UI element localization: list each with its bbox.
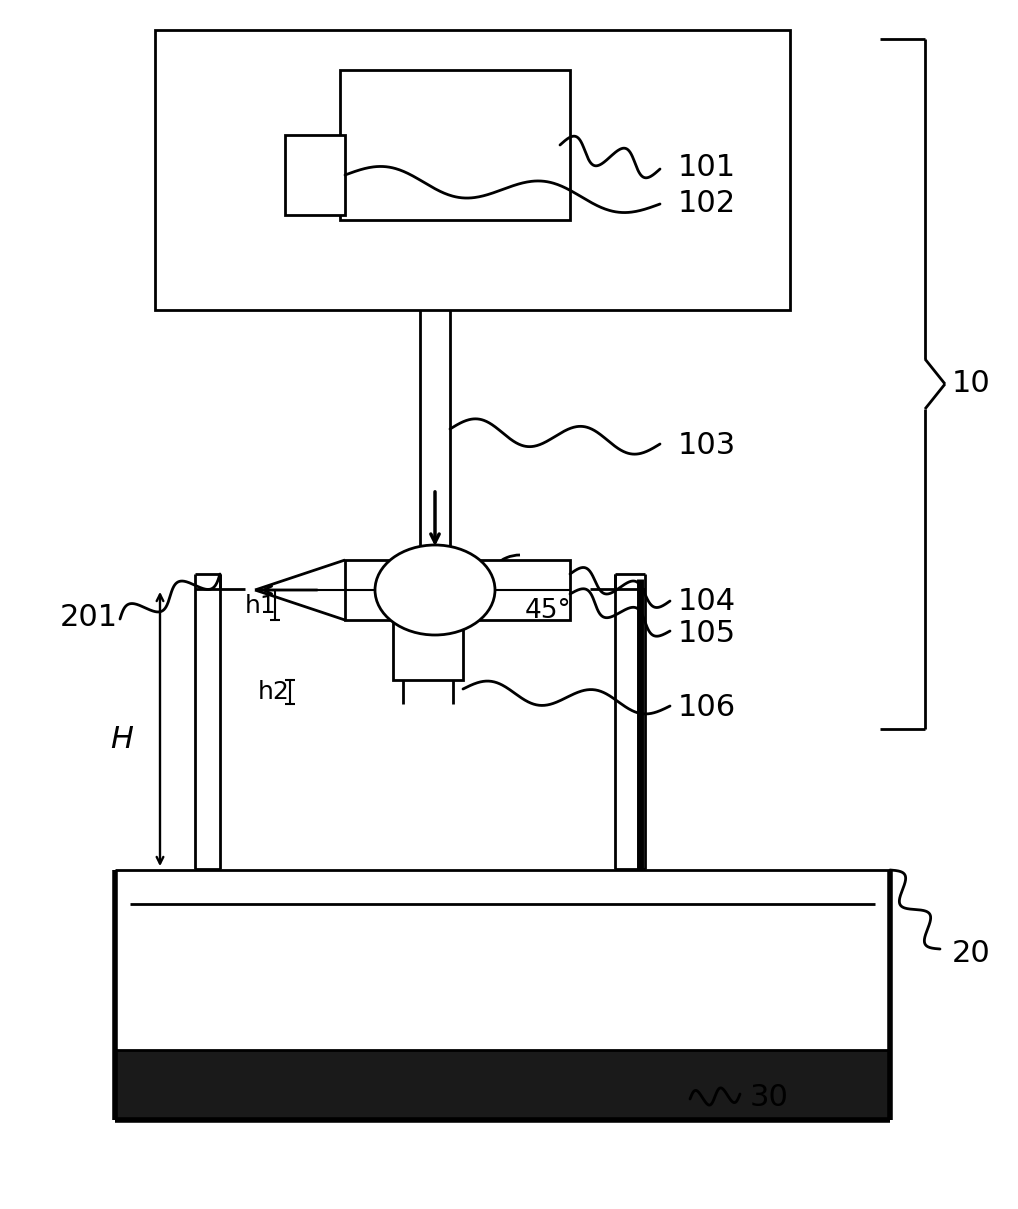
Text: 10: 10 — [952, 370, 991, 399]
Bar — [345, 560, 570, 620]
Text: 103: 103 — [678, 432, 736, 461]
Text: 201: 201 — [60, 602, 118, 631]
Text: 45°: 45° — [525, 598, 572, 624]
Text: 102: 102 — [678, 190, 736, 219]
Bar — [393, 620, 463, 679]
Ellipse shape — [375, 545, 495, 635]
Text: 30: 30 — [750, 1082, 789, 1111]
Text: 20: 20 — [952, 939, 991, 968]
Bar — [115, 1049, 890, 1120]
Text: h2: h2 — [258, 679, 290, 704]
Bar — [155, 30, 790, 310]
Bar — [285, 135, 345, 215]
Bar — [340, 70, 570, 220]
Text: h1: h1 — [245, 594, 277, 618]
Text: 106: 106 — [678, 693, 736, 722]
Text: H: H — [110, 724, 133, 753]
Text: 105: 105 — [678, 619, 736, 648]
Text: 101: 101 — [678, 152, 736, 181]
Text: 104: 104 — [678, 586, 736, 615]
